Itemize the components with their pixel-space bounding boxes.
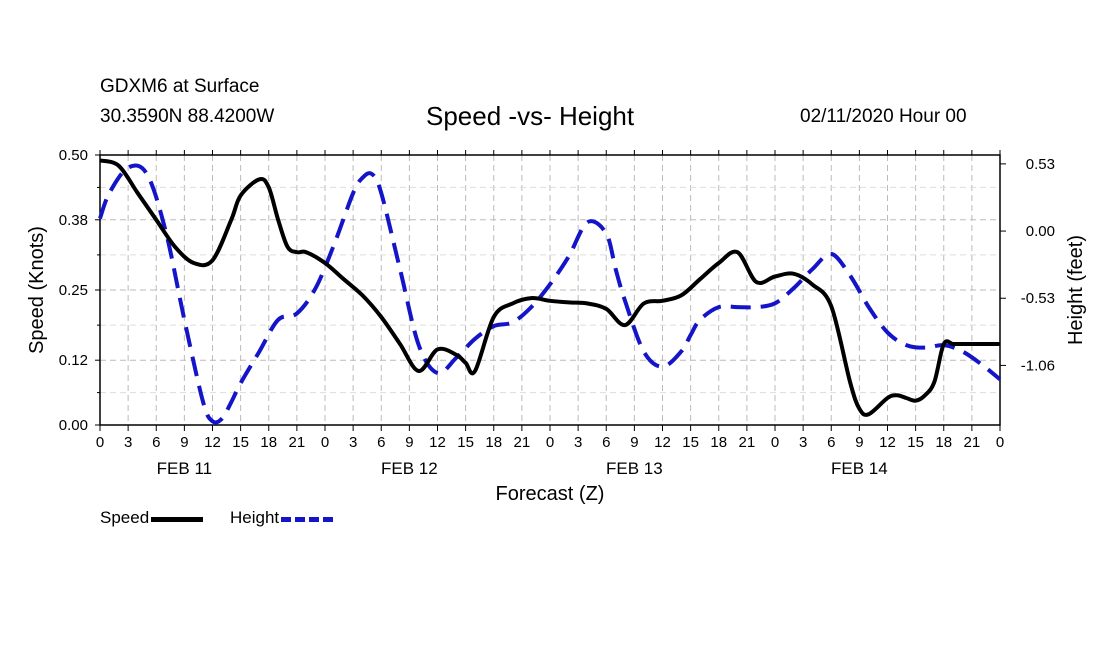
y-left-tick-label: 0.50 [59,147,88,164]
x-tick-label: 6 [827,434,835,451]
x-tick-label: 21 [514,434,531,451]
x-tick-label: 9 [405,434,413,451]
x-tick-label: 0 [321,434,329,451]
legend-speed-label: Speed [100,508,150,527]
x-tick-label: 9 [855,434,863,451]
x-tick-label: 3 [349,434,357,451]
x-tick-label: 3 [799,434,807,451]
x-tick-label: 18 [935,434,952,451]
x-tick-label: 15 [232,434,249,451]
y-right-tick-label: 0.53 [1026,156,1055,173]
station-label: GDXM6 at Surface [100,76,260,97]
x-tick-label: 0 [546,434,554,451]
y-right-tick-label: -1.06 [1021,357,1055,374]
y-left-tick-label: 0.38 [59,212,88,229]
grid-lines [100,154,1000,426]
x-tick-label: 21 [739,434,756,451]
axis-ticks: 0 3 6 9 12 15 18 21 0 3 6 9 12 15 18 21 0 3 6 9 12 15 18 21 0 3 6 9… [59,147,1055,478]
x-tick-label: 6 [152,434,160,451]
legend-height: Height [230,508,334,528]
x-tick-label: 0 [96,434,104,451]
x-tick-label: 12 [654,434,671,451]
x-tick-label: 15 [682,434,699,451]
date-label: FEB 14 [831,459,888,478]
y-right-tick-label: 0.00 [1026,223,1055,240]
x-tick-label: 21 [964,434,981,451]
x-tick-label: 0 [996,434,1004,451]
series-height-line [98,163,1002,425]
y-left-tick-label: 0.12 [59,352,88,369]
x-tick-label: 6 [377,434,385,451]
date-label: FEB 12 [381,459,438,478]
legend-speed-swatch [151,517,204,522]
x-tick-label: 6 [602,434,610,451]
x-tick-label: 3 [124,434,132,451]
y-right-tick-label: -0.53 [1021,290,1055,307]
series-layer [98,158,1002,425]
coordinates-label: 30.3590N 88.4200W [100,106,275,127]
x-tick-label: 9 [180,434,188,451]
legend-height-swatch [281,517,334,522]
datetime-label: 02/11/2020 Hour 00 [800,106,967,127]
x-tick-label: 12 [879,434,896,451]
x-tick-label: 3 [574,434,582,451]
x-tick-label: 21 [289,434,306,451]
x-tick-label: 12 [429,434,446,451]
y-axis-left-label: Speed (Knots) [26,226,48,354]
x-tick-label: 15 [907,434,924,451]
x-tick-label: 18 [710,434,727,451]
x-tick-label: 18 [260,434,277,451]
x-tick-label: 15 [457,434,474,451]
x-axis-label: Forecast (Z) [496,483,605,505]
date-label: FEB 11 [157,459,212,478]
x-tick-label: 9 [630,434,638,451]
chart-title: Speed -vs- Height [426,101,635,131]
x-tick-label: 12 [204,434,221,451]
date-label: FEB 13 [606,459,663,478]
y-axis-right-label: Height (feet) [1065,235,1087,345]
y-left-tick-label: 0.00 [59,417,88,434]
y-left-tick-label: 0.25 [59,282,88,299]
x-tick-label: 0 [771,434,779,451]
x-tick-label: 18 [485,434,502,451]
legend-height-label: Height [230,508,280,527]
legend-speed: Speed [100,508,204,528]
series-speed-line [99,158,1000,417]
